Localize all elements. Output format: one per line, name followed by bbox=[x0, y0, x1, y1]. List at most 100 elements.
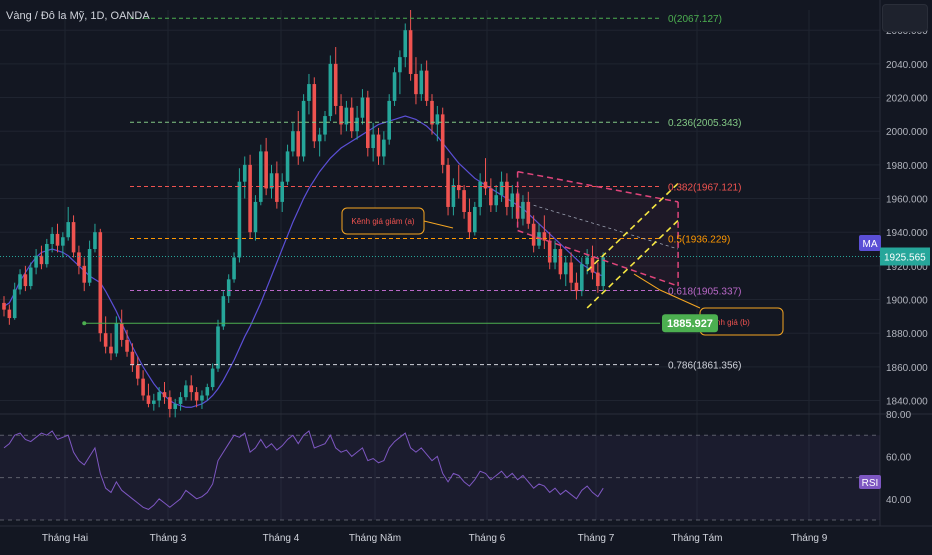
candle-body bbox=[18, 274, 22, 290]
candle-body bbox=[307, 84, 311, 101]
candle-body bbox=[237, 181, 242, 258]
candle-body bbox=[333, 63, 338, 106]
candle-body bbox=[456, 185, 461, 191]
candle-body bbox=[510, 193, 515, 207]
candle-body bbox=[419, 70, 424, 95]
candle-body bbox=[344, 107, 349, 125]
candle-body bbox=[216, 326, 220, 369]
candle-body bbox=[403, 30, 408, 58]
candle-body bbox=[580, 264, 584, 292]
fib-level-label: 0.618(1905.337) bbox=[668, 287, 741, 298]
candle-body bbox=[574, 282, 579, 292]
candle-body bbox=[414, 73, 418, 95]
candle-body bbox=[184, 385, 188, 398]
fib-level-label: 0.786(1861.356) bbox=[668, 361, 741, 372]
time-tick-label: Tháng 7 bbox=[578, 533, 615, 544]
time-tick-label: Tháng 9 bbox=[791, 533, 828, 544]
time-tick-label: Tháng Năm bbox=[349, 533, 401, 544]
candle-body bbox=[526, 201, 531, 224]
candle-body bbox=[382, 139, 386, 157]
fib-level-label: 0.5(1936.229) bbox=[668, 235, 730, 246]
candle-body bbox=[71, 222, 76, 253]
candle-body bbox=[489, 188, 493, 206]
candle-body bbox=[440, 114, 445, 165]
price-tick-label: 1960.000 bbox=[886, 195, 928, 206]
candle-body bbox=[210, 368, 215, 388]
candle-body bbox=[499, 181, 504, 196]
candle-body bbox=[301, 100, 306, 157]
candle-body bbox=[194, 392, 199, 401]
rsi-tick-label: 60.00 bbox=[886, 452, 911, 463]
chart-settings-button[interactable] bbox=[882, 4, 928, 32]
chart-title: Vàng / Đô la Mỹ, 1D, OANDA bbox=[6, 10, 150, 22]
candle-body bbox=[312, 84, 317, 142]
candle-body bbox=[435, 114, 440, 125]
candle-body bbox=[558, 249, 563, 275]
candle-body bbox=[473, 206, 477, 233]
price-tick-label: 1940.000 bbox=[886, 228, 928, 239]
candle-body bbox=[317, 134, 322, 142]
channel-b-line bbox=[586, 219, 679, 309]
candle-body bbox=[259, 151, 263, 202]
candle-body bbox=[55, 233, 60, 246]
candle-body bbox=[446, 164, 450, 207]
candle-body bbox=[296, 131, 301, 157]
ma-badge-label: MA bbox=[863, 239, 878, 250]
candle-body bbox=[563, 262, 568, 275]
candle-body bbox=[2, 302, 6, 310]
ma-layer bbox=[3, 115, 604, 408]
channel-a-callout-text: Kênh giá giảm (a) bbox=[351, 217, 414, 226]
candle-body bbox=[366, 97, 370, 149]
price-tick-label: 1880.000 bbox=[886, 329, 928, 340]
price-tick-label: 1840.000 bbox=[886, 397, 928, 408]
price-tick-label: 1900.000 bbox=[886, 296, 928, 307]
candle-body bbox=[542, 232, 547, 241]
channel-b-callout-text: Kênh giá (b) bbox=[706, 318, 750, 327]
candle-body bbox=[269, 173, 274, 189]
candle-body bbox=[553, 249, 557, 263]
fib-level-label: 0.382(1967.121) bbox=[668, 183, 741, 194]
current-price-badge bbox=[880, 247, 930, 266]
candle-body bbox=[93, 232, 97, 250]
candle-body bbox=[125, 339, 129, 352]
candle-body bbox=[264, 151, 268, 189]
candle-body bbox=[398, 57, 402, 73]
channel-a-line bbox=[517, 229, 679, 287]
label-layer: 0(2067.127) 0.236(2005.343) 0.382(1967.121… bbox=[341, 14, 930, 489]
candle-body bbox=[34, 255, 38, 268]
candle-body bbox=[328, 63, 333, 117]
candle-body bbox=[601, 257, 605, 287]
rsi-badge-label: RSI bbox=[862, 478, 879, 489]
candle-body bbox=[114, 323, 119, 354]
candle-body bbox=[494, 195, 498, 206]
candle-body bbox=[585, 257, 589, 265]
candle-body bbox=[360, 97, 365, 118]
channel-b-callout-pointer bbox=[633, 273, 701, 309]
candle-body bbox=[221, 296, 226, 327]
price-tick-label: 2000.000 bbox=[886, 127, 928, 138]
candle-body bbox=[547, 240, 552, 263]
current-price-label: 1925.565 bbox=[884, 252, 926, 263]
candle-body bbox=[226, 279, 231, 297]
candle-body bbox=[168, 397, 172, 409]
candle-body bbox=[189, 385, 194, 393]
candle-body bbox=[451, 185, 456, 207]
price-tick-label: 2020.000 bbox=[886, 94, 928, 105]
candle-body bbox=[66, 222, 70, 238]
candle-body bbox=[50, 233, 54, 244]
time-tick-label: Tháng 4 bbox=[263, 533, 300, 544]
candle-body bbox=[467, 212, 472, 233]
candle-body bbox=[232, 257, 236, 280]
candle-body bbox=[462, 190, 466, 212]
candle-body bbox=[339, 105, 343, 125]
candle-body bbox=[130, 351, 135, 366]
candle-body bbox=[146, 395, 151, 404]
candle-body bbox=[205, 387, 210, 396]
candle-body bbox=[408, 30, 413, 74]
time-tick-label: Tháng 3 bbox=[150, 533, 187, 544]
candle-body bbox=[119, 323, 124, 340]
fib-level-label: 0(2067.127) bbox=[668, 14, 722, 25]
time-tick-label: Tháng Hai bbox=[42, 533, 88, 544]
candle-body bbox=[275, 173, 279, 202]
